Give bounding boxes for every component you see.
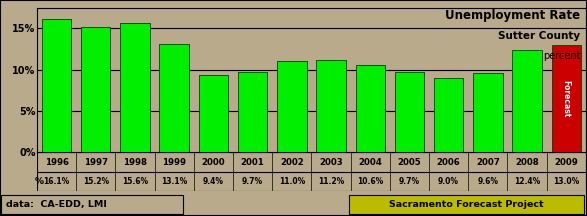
Text: 2003: 2003 [319,158,343,167]
Text: 15.2%: 15.2% [83,177,109,186]
Text: 1999: 1999 [162,158,186,167]
Text: 16.1%: 16.1% [43,177,70,186]
Text: Forecast: Forecast [562,80,571,117]
Text: 9.7%: 9.7% [399,177,420,186]
Text: 1997: 1997 [84,158,108,167]
Bar [198,75,228,152]
Bar [277,61,306,152]
Text: 11.0%: 11.0% [279,177,305,186]
Text: 12.4%: 12.4% [514,177,540,186]
Bar [473,73,502,152]
Text: 2008: 2008 [515,158,539,167]
Text: 2000: 2000 [201,158,225,167]
Text: 2007: 2007 [476,158,500,167]
Text: 1996: 1996 [45,158,69,167]
Bar [394,72,424,152]
Bar [81,27,110,152]
Text: Unemployment Rate: Unemployment Rate [445,9,581,22]
Bar [120,23,150,152]
Text: 13.1%: 13.1% [161,177,187,186]
Text: percent: percent [543,51,581,61]
Bar [349,195,584,214]
Bar [1,195,183,214]
Text: 15.6%: 15.6% [122,177,148,186]
Text: 9.4%: 9.4% [203,177,224,186]
Text: 2002: 2002 [280,158,303,167]
Text: 9.0%: 9.0% [438,177,459,186]
Text: 2009: 2009 [554,158,578,167]
Bar [434,78,463,152]
Text: data:  CA-EDD, LMI: data: CA-EDD, LMI [6,200,107,209]
Text: 2001: 2001 [241,158,265,167]
Text: 2005: 2005 [397,158,421,167]
Text: 2004: 2004 [358,158,382,167]
Text: 9.6%: 9.6% [477,177,498,186]
Bar [160,44,189,152]
Text: 9.7%: 9.7% [242,177,263,186]
Text: Sacramento Forecast Project: Sacramento Forecast Project [389,200,544,209]
Bar [316,60,346,152]
Text: %: % [35,177,43,186]
Bar [512,50,542,152]
Text: 1998: 1998 [123,158,147,167]
Text: Sutter County: Sutter County [498,31,581,41]
Text: 11.2%: 11.2% [318,177,344,186]
Bar [42,19,71,152]
Bar [238,72,267,152]
Text: 10.6%: 10.6% [357,177,383,186]
Bar [356,65,385,152]
Text: 2006: 2006 [437,158,460,167]
Text: 13.0%: 13.0% [553,177,579,186]
Bar [552,45,581,152]
